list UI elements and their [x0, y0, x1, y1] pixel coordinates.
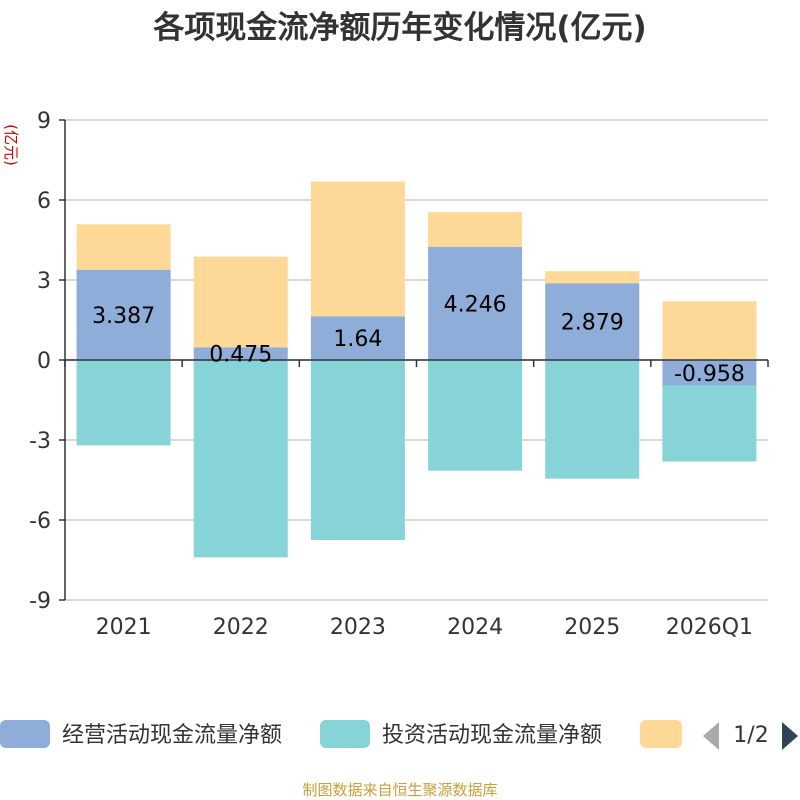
- axes: 9 6 3 0 -3 -6 -9 2021 2022 2023 2024 2025 2026Q1: [29, 109, 769, 640]
- x-tick-label: 2026Q1: [666, 615, 753, 640]
- legend: 经营活动现金流量净额 投资活动现金流量净额 1/2: [0, 720, 798, 750]
- bar-2025-series-0[interactable]: [545, 283, 640, 360]
- y-axis-unit-label: (亿元): [2, 124, 20, 166]
- bar-2025-series-1[interactable]: [545, 360, 640, 479]
- legend-page-indicator: 1/2: [733, 723, 768, 748]
- data-label-2023: 1.64: [333, 327, 382, 352]
- bar-2023-series-2[interactable]: [310, 181, 405, 317]
- y-tick-label: 6: [37, 189, 51, 214]
- data-label-2022: 0.475: [209, 343, 272, 368]
- legend-swatch-operating[interactable]: [0, 720, 50, 748]
- y-tick-label: 9: [37, 109, 51, 134]
- x-tick-label: 2022: [213, 615, 269, 640]
- x-tick-label: 2021: [96, 615, 152, 640]
- data-label-2026Q1: -0.958: [674, 362, 745, 387]
- bar-2024-series-2[interactable]: [428, 212, 523, 247]
- bar-2021-series-0[interactable]: [76, 269, 171, 360]
- bar-2022-series-2[interactable]: [193, 256, 288, 348]
- data-label-layer: 3.387 0.475 1.64 4.246 2.879 -0.958: [92, 292, 745, 386]
- y-tick-label: -3: [29, 429, 51, 454]
- bar-2022-series-1[interactable]: [193, 360, 288, 558]
- bar-2024-series-0[interactable]: [428, 246, 523, 360]
- legend-label-investing[interactable]: 投资活动现金流量净额: [382, 723, 602, 748]
- bar-2025-series-2[interactable]: [545, 271, 640, 284]
- bar-2026Q1-series-0[interactable]: [662, 360, 757, 386]
- bar-2023-series-1[interactable]: [310, 360, 405, 540]
- y-tick-label: -9: [29, 589, 51, 614]
- chart-title: 各项现金流净额历年变化情况(亿元): [152, 10, 646, 46]
- legend-next-page-icon[interactable]: [782, 722, 798, 750]
- bar-layer: [76, 181, 757, 558]
- bar-2022-series-0[interactable]: [193, 347, 288, 360]
- legend-prev-page-icon[interactable]: [703, 722, 719, 750]
- legend-swatch-investing[interactable]: [320, 720, 370, 748]
- bar-2021-series-2[interactable]: [76, 224, 171, 270]
- x-tick-label: 2023: [330, 615, 386, 640]
- y-tick-label: 3: [37, 269, 51, 294]
- bar-2023-series-0[interactable]: [310, 316, 405, 360]
- source-note: 制图数据来自恒生聚源数据库: [302, 781, 497, 799]
- legend-label-operating[interactable]: 经营活动现金流量净额: [62, 723, 282, 748]
- data-label-2024: 4.246: [444, 292, 507, 317]
- data-label-2025: 2.879: [561, 311, 624, 336]
- y-tick-label: -6: [29, 509, 51, 534]
- bar-2026Q1-series-2[interactable]: [662, 301, 757, 360]
- bar-2024-series-1[interactable]: [428, 360, 523, 471]
- bar-2021-series-1[interactable]: [76, 360, 171, 446]
- data-label-2021: 3.387: [92, 304, 155, 329]
- legend-swatch-financing[interactable]: [640, 720, 682, 748]
- bar-2026Q1-series-1[interactable]: [662, 385, 757, 462]
- x-tick-label: 2025: [564, 615, 620, 640]
- y-tick-label: 0: [37, 349, 51, 374]
- x-tick-label: 2024: [447, 615, 503, 640]
